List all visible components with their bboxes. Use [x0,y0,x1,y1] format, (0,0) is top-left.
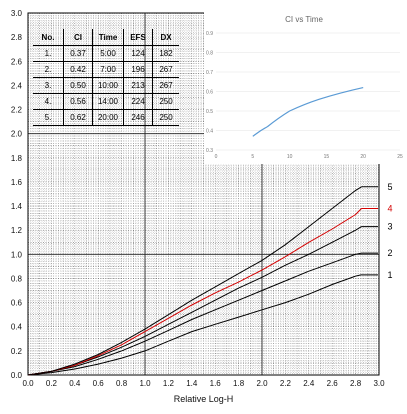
y-tick-label: 0.0 [11,371,23,380]
series-label: 3 [387,222,392,232]
table-row: 2. 0.42 7:00 196 267 [33,61,179,78]
table-cell: 196 [123,61,153,78]
inset-y-tick-label: 0.7 [206,70,213,76]
table-row: 4. 0.56 14:00 224 250 [33,93,179,110]
inset-x-tick-label: 5 [251,154,254,160]
table-cell: 267 [152,61,179,78]
x-tick-label: 3.0 [373,379,385,388]
y-tick-label: 2.0 [11,130,23,139]
table-cell: 14:00 [92,93,124,110]
series-line [27,208,362,376]
table-row: 1. 0.37 5:00 124 182 [33,45,179,62]
x-tick-label: 1.6 [210,379,222,388]
y-tick-label: 3.0 [11,9,23,18]
x-tick-label: 2.2 [280,379,292,388]
table-cell: 0.56 [63,93,93,110]
x-tick-label: 0.2 [46,379,58,388]
x-axis-label: Relative Log-H [174,394,234,404]
table-cell: 267 [152,77,179,94]
table-cell: 5:00 [92,45,124,62]
x-tick-label: 2.8 [350,379,362,388]
x-tick-label: 0.6 [93,379,105,388]
inset-chart: CI vs Time 0.3 0.4 0.5 0.6 0.7 0.8 0.9 0 5 10 15 20… [204,6,404,164]
table-cell: 20:00 [92,109,124,126]
x-tick-label: 1.8 [233,379,245,388]
plot-frame [27,12,380,376]
table-cell: 1. [33,45,64,62]
table-header-cell: CI [63,29,93,46]
table-header-cell: No. [33,29,64,46]
x-tick-label: 1.0 [139,379,151,388]
series-line [27,186,362,376]
series-line [27,226,362,376]
inset-y-tick-label: 0.4 [206,129,213,135]
inset-y-tick-label: 0.5 [206,109,213,115]
table-cell: 0.37 [63,45,93,62]
series-label: 2 [387,248,392,258]
y-tick-label: 1.8 [11,154,23,163]
table-header-cell: Time [92,29,124,46]
inset-x-tick-label: 20 [360,154,366,160]
x-tick-label: 1.4 [186,379,198,388]
y-tick-label: 0.8 [11,274,23,283]
y-tick-label: 0.6 [11,299,23,308]
y-tick-label: 2.8 [11,33,23,42]
x-tick-label: 0.8 [116,379,128,388]
table-header-cell: DX [152,29,179,46]
y-tick-label: 1.6 [11,178,23,187]
table-cell: 224 [123,93,153,110]
table-cell: 182 [152,45,179,62]
y-tick-label: 0.2 [11,347,23,356]
table-row: 5. 0.62 20:00 246 250 [33,109,179,126]
inset-chart-plot: 0.3 0.4 0.5 0.6 0.7 0.8 0.9 0 5 10 15 20 25 [206,31,403,160]
table-cell: 10:00 [92,77,124,94]
table-cell: 250 [152,93,179,110]
table-header-row: No. CI Time EFS DX [33,29,179,46]
x-tick-label: 0.0 [22,379,34,388]
y-tick-label: 1.2 [11,226,23,235]
series-line [27,252,362,376]
table-cell: 250 [152,109,179,126]
table-cell: 124 [123,45,153,62]
series-label: 4 [387,203,392,213]
x-tick-label: 2.4 [303,379,315,388]
inset-x-tick-label: 15 [324,154,330,160]
table-cell: 4. [33,93,64,110]
inset-x-tick-label: 10 [287,154,293,160]
series-label: 1 [387,270,392,280]
y-tick-label: 2.2 [11,106,23,115]
table-cell: 3. [33,77,64,94]
table-cell: 0.42 [63,61,93,78]
table-row: 3. 0.50 10:00 213 267 [33,77,179,94]
y-tick-label: 2.6 [11,57,23,66]
y-tick-label: 1.4 [11,202,23,211]
series-line [27,274,362,376]
inset-y-tick-label: 0.6 [206,90,213,96]
inset-y-tick-label: 0.3 [206,148,213,154]
table-cell: 246 [123,109,153,126]
series-label: 5 [387,182,392,192]
x-tick-label: 2.6 [327,379,339,388]
table-cell: 7:00 [92,61,124,78]
x-tick-label: 2.0 [256,379,268,388]
inset-x-tick-label: 25 [397,154,403,160]
inset-y-tick-label: 0.9 [206,31,213,37]
table-cell: 2. [33,61,64,78]
data-table: No. CI Time EFS DX 1. 0.37 5:00 124 182 … [33,29,179,126]
table-cell: 0.62 [63,109,93,126]
inset-series-line [252,87,364,137]
table-cell: 0.50 [63,77,93,94]
y-tick-label: 0.4 [11,323,23,332]
table-cell: 213 [123,77,153,94]
y-tick-label: 1.0 [11,250,23,259]
x-tick-label: 0.4 [69,379,81,388]
x-tick-label: 1.2 [163,379,175,388]
y-tick-label: 2.4 [11,81,23,90]
table-cell: 5. [33,109,64,126]
inset-y-tick-label: 0.8 [206,51,213,57]
inset-x-tick-label: 0 [215,154,218,160]
inset-chart-title: CI vs Time [285,15,323,24]
table-header-cell: EFS [123,29,153,46]
